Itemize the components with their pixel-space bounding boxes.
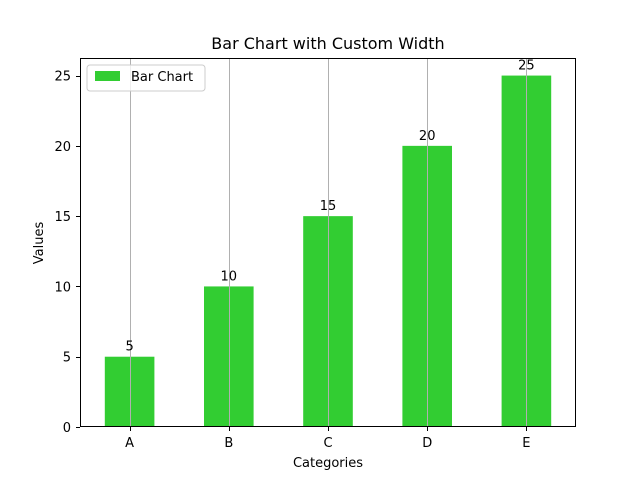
data-label-D: 20 xyxy=(419,129,436,144)
y-axis-label: Values xyxy=(32,222,47,265)
ticks: A B C D E 0 5 10 15 20 25 xyxy=(54,70,530,451)
chart-title: Bar Chart with Custom Width xyxy=(211,34,444,53)
data-label-A: 5 xyxy=(125,340,133,355)
data-label-C: 15 xyxy=(320,199,337,214)
data-label-B: 10 xyxy=(221,269,238,284)
plot-frame xyxy=(80,58,576,427)
bar-A xyxy=(104,356,155,427)
y-tick-label-5: 5 xyxy=(63,351,71,366)
y-tick-label-25: 25 xyxy=(54,70,71,85)
y-tick-label-0: 0 xyxy=(63,421,71,436)
data-labels: 5 10 15 20 25 xyxy=(125,59,534,355)
bar-B xyxy=(204,286,254,427)
y-tick-label-20: 20 xyxy=(54,140,71,155)
y-tick-label-10: 10 xyxy=(54,280,71,295)
y-tick-label-15: 15 xyxy=(54,210,71,225)
x-tick-label-C: C xyxy=(323,436,332,451)
x-tick-label-A: A xyxy=(125,436,134,451)
data-label-E: 25 xyxy=(518,59,535,74)
legend-swatch xyxy=(95,71,120,81)
legend: Bar Chart xyxy=(86,64,206,92)
x-tick-label-E: E xyxy=(522,436,530,451)
legend-entry-label: Bar Chart xyxy=(131,70,193,85)
gridlines xyxy=(130,58,527,427)
x-tick-label-B: B xyxy=(224,436,233,451)
x-axis-label: Categories xyxy=(293,456,363,471)
x-tick-label-D: D xyxy=(422,436,432,451)
axes xyxy=(80,58,576,427)
